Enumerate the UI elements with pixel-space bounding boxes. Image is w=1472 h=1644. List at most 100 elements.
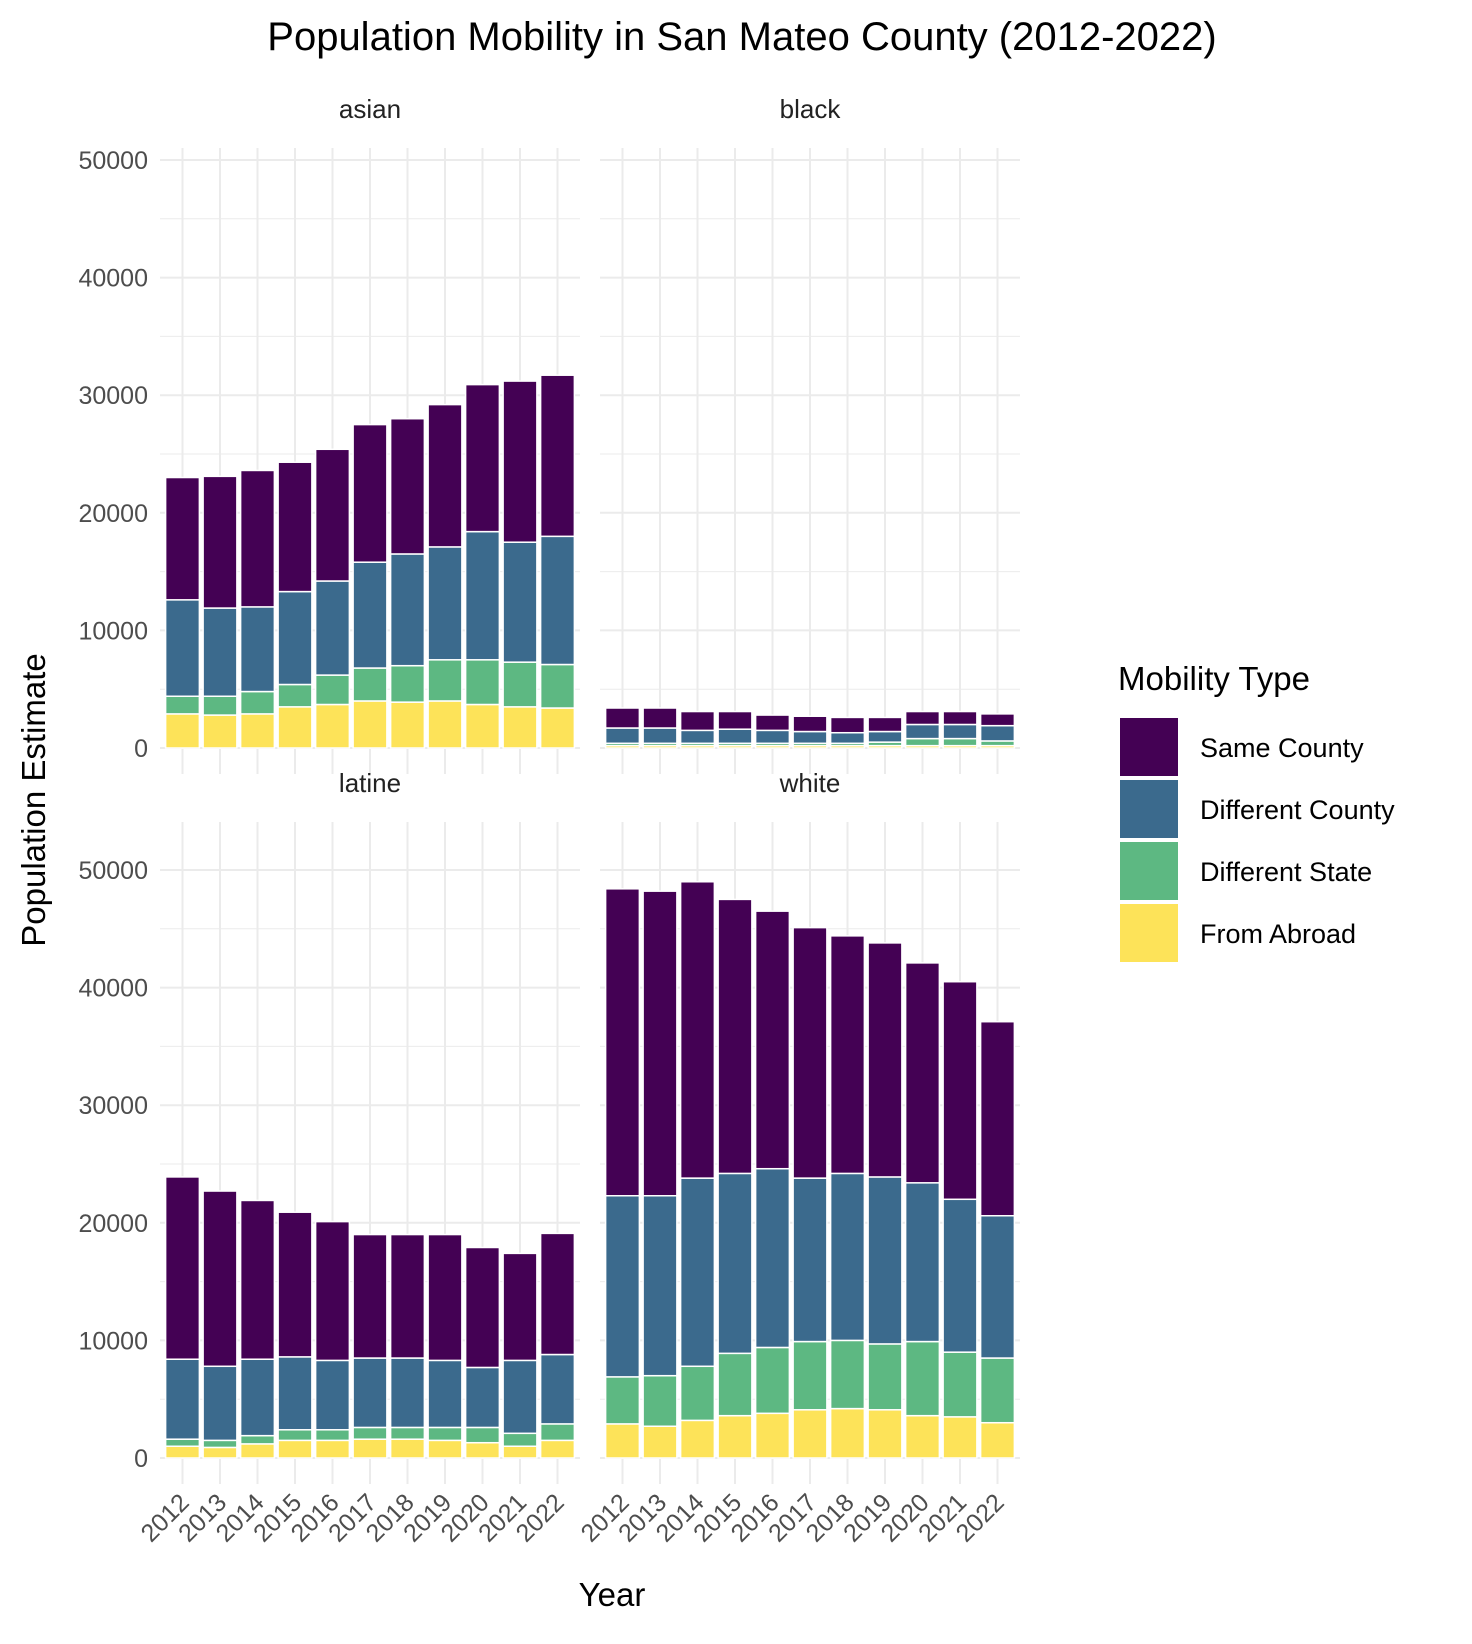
bar-asian-2013-from-abroad — [202, 714, 238, 749]
bar-latine-2020-different-county — [464, 1366, 501, 1429]
bar-asian-2017-different-county — [352, 561, 388, 669]
bar-asian-2018-from-abroad — [389, 701, 426, 749]
bar-black-2018-different-county — [829, 731, 866, 745]
bar-latine-2017-different-county — [352, 1357, 388, 1429]
bar-asian-2014-from-abroad — [239, 713, 276, 749]
legend-label-different-state: Different State — [1200, 857, 1372, 887]
bar-latine-2013-same-county — [202, 1190, 238, 1368]
bar-latine-2021-different-county — [502, 1359, 538, 1435]
bar-asian-2017-from-abroad — [352, 700, 388, 749]
legend-title: Mobility Type — [1118, 660, 1310, 697]
bar-white-2015-from-abroad — [717, 1414, 753, 1459]
bar-asian-2014-different-county — [239, 606, 276, 693]
bar-white-2014-different-state — [679, 1365, 716, 1422]
bar-black-2020-different-state — [904, 737, 941, 747]
bar-latine-2015-same-county — [277, 1211, 313, 1358]
bar-white-2021-from-abroad — [942, 1416, 978, 1459]
bar-white-2018-different-state — [829, 1339, 866, 1410]
bar-white-2016-different-state — [754, 1346, 791, 1415]
bar-latine-2015-different-state — [277, 1429, 313, 1442]
legend-swatch-different-state — [1120, 842, 1178, 900]
bar-white-2015-different-county — [717, 1172, 753, 1355]
bar-latine-2018-from-abroad — [389, 1438, 426, 1459]
chart-title: Population Mobility in San Mateo County … — [267, 15, 1216, 59]
legend-label-from-abroad: From Abroad — [1200, 919, 1356, 949]
bar-latine-2015-different-county — [277, 1356, 313, 1431]
y-tick-label: 40000 — [78, 975, 148, 1003]
bar-white-2021-different-county — [942, 1198, 978, 1353]
bar-white-2020-same-county — [904, 962, 941, 1184]
bar-latine-2014-different-county — [239, 1358, 276, 1437]
bar-asian-2016-same-county — [314, 448, 351, 582]
bar-latine-2019-same-county — [427, 1233, 463, 1362]
bar-white-2016-different-county — [754, 1167, 791, 1349]
bar-black-2014-different-county — [679, 729, 716, 745]
bar-latine-2018-different-state — [389, 1426, 426, 1440]
bar-black-2012-different-county — [604, 727, 641, 745]
bar-latine-2019-different-state — [427, 1426, 463, 1442]
facet-label-latine: latine — [339, 768, 401, 798]
bar-black-2020-same-county — [904, 710, 941, 726]
bar-asian-2017-same-county — [352, 423, 388, 563]
bar-white-2017-same-county — [792, 926, 828, 1179]
bar-black-2015-same-county — [717, 710, 753, 730]
bar-latine-2021-from-abroad — [502, 1445, 538, 1459]
bar-white-2017-different-state — [792, 1340, 828, 1411]
bar-latine-2019-from-abroad — [427, 1439, 463, 1459]
bar-asian-2021-different-state — [502, 661, 538, 708]
bar-white-2022-same-county — [979, 1020, 1016, 1217]
bar-white-2013-different-county — [642, 1195, 678, 1377]
bar-asian-2018-different-state — [389, 664, 426, 703]
bar-white-2020-different-state — [904, 1340, 941, 1417]
bar-latine-2013-different-state — [202, 1439, 238, 1449]
bar-latine-2019-different-county — [427, 1359, 463, 1429]
bar-white-2020-different-county — [904, 1182, 941, 1343]
y-tick-label: 20000 — [78, 500, 148, 528]
bar-asian-2020-from-abroad — [464, 703, 501, 749]
bar-asian-2020-different-county — [464, 530, 501, 661]
bar-latine-2021-different-state — [502, 1432, 538, 1447]
bar-black-2012-same-county — [604, 707, 641, 729]
bar-black-2013-same-county — [642, 707, 678, 729]
y-tick-label: 30000 — [78, 382, 148, 410]
bar-latine-2012-same-county — [164, 1176, 201, 1360]
bar-latine-2014-from-abroad — [239, 1443, 276, 1459]
bar-latine-2016-different-county — [314, 1359, 351, 1431]
bar-asian-2019-same-county — [427, 403, 463, 548]
bar-black-2022-different-county — [979, 724, 1016, 742]
bar-latine-2020-same-county — [464, 1246, 501, 1369]
bar-black-2021-different-county — [942, 723, 978, 740]
bar-latine-2020-different-state — [464, 1426, 501, 1444]
bar-black-2016-same-county — [754, 714, 791, 732]
bar-asian-2012-different-state — [164, 695, 201, 715]
bar-asian-2021-from-abroad — [502, 706, 538, 749]
bar-white-2016-from-abroad — [754, 1412, 791, 1459]
bar-white-2015-different-state — [717, 1352, 753, 1417]
bar-white-2022-different-state — [979, 1357, 1016, 1424]
y-tick-label: 30000 — [78, 1092, 148, 1120]
bar-asian-2022-different-county — [539, 535, 576, 666]
bar-latine-2021-same-county — [502, 1252, 538, 1362]
bar-white-2018-different-county — [829, 1172, 866, 1342]
bar-latine-2012-different-county — [164, 1358, 201, 1440]
bar-asian-2022-different-state — [539, 663, 576, 709]
bar-latine-2017-different-state — [352, 1426, 388, 1440]
bar-white-2018-same-county — [829, 935, 866, 1175]
bar-latine-2022-different-state — [539, 1423, 576, 1442]
bar-asian-2015-same-county — [277, 461, 313, 593]
y-tick-label: 0 — [134, 735, 148, 763]
y-tick-label: 10000 — [78, 1327, 148, 1355]
bar-latine-2014-different-state — [239, 1434, 276, 1445]
bar-white-2014-same-county — [679, 881, 716, 1179]
facet-label-black: black — [780, 94, 842, 124]
bar-asian-2015-from-abroad — [277, 706, 313, 749]
bar-latine-2016-different-state — [314, 1429, 351, 1442]
bar-asian-2021-different-county — [502, 541, 538, 663]
y-tick-label: 20000 — [78, 1210, 148, 1238]
bar-asian-2018-different-county — [389, 553, 426, 667]
bar-white-2020-from-abroad — [904, 1414, 941, 1459]
bar-latine-2017-same-county — [352, 1233, 388, 1359]
bar-black-2014-same-county — [679, 710, 716, 732]
bar-asian-2013-different-county — [202, 607, 238, 698]
